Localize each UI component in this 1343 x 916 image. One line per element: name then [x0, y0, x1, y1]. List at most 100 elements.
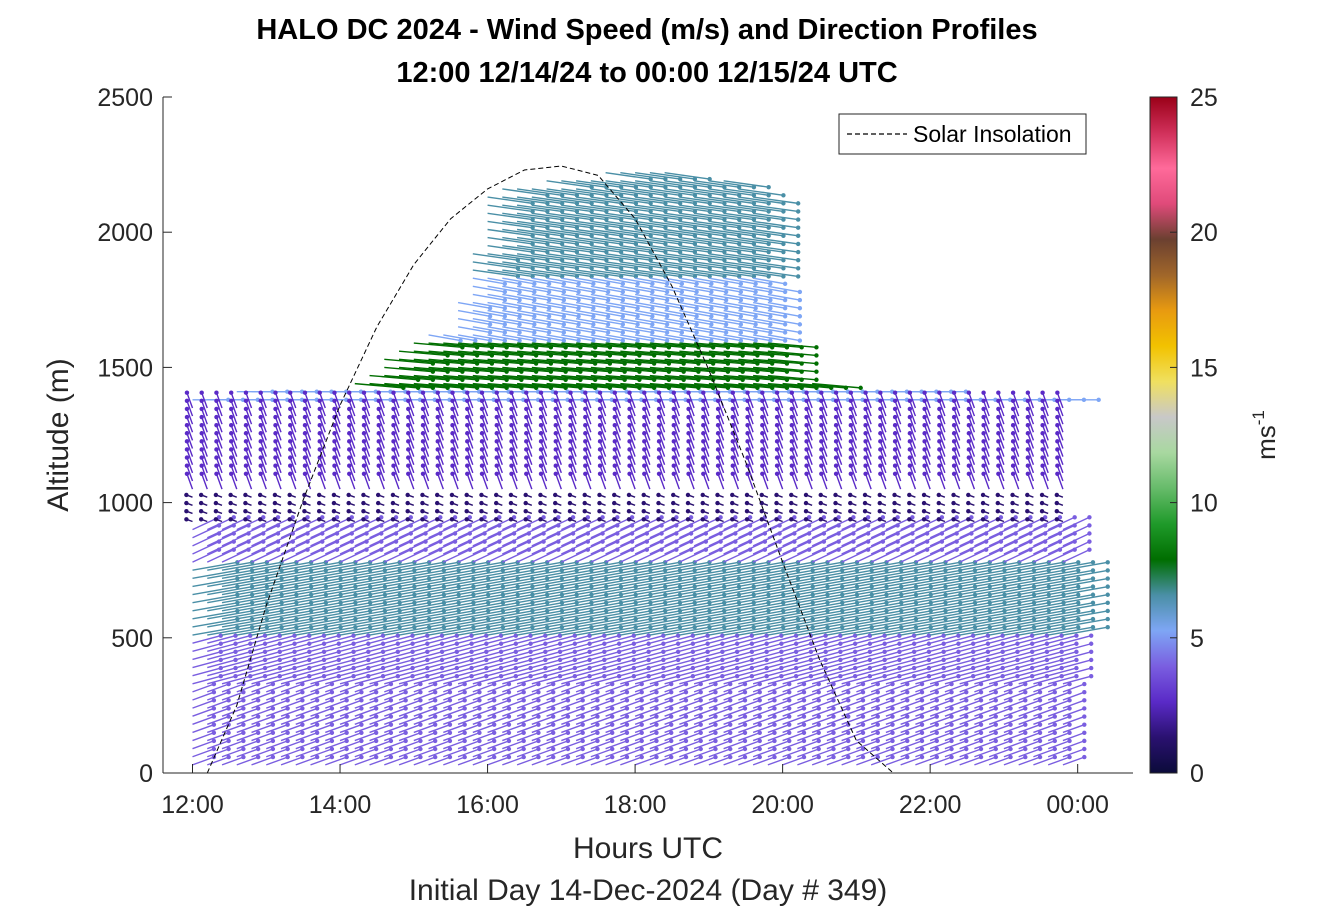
wind-barb-head — [317, 509, 321, 513]
wind-barb-head — [635, 338, 639, 342]
wind-barb-head — [783, 322, 787, 326]
wind-barb-head — [421, 463, 425, 467]
wind-barb-head — [554, 439, 558, 443]
wind-barb-head — [686, 415, 690, 419]
wind-barb-head — [635, 322, 639, 326]
wind-barb-head — [495, 472, 499, 476]
wind-barb-head — [598, 423, 602, 427]
wind-barb-head — [509, 423, 513, 427]
wind-barb-head — [694, 298, 698, 302]
wind-barb-head — [480, 407, 484, 411]
wind-barb-head — [774, 493, 778, 497]
wind-barb-head — [495, 407, 499, 411]
wind-barb-head — [627, 493, 631, 497]
wind-barb-head — [613, 439, 617, 443]
wind-barb-head — [288, 423, 292, 427]
wind-barb-head — [185, 455, 189, 459]
wind-barb-head — [450, 493, 454, 497]
wind-barb-head — [731, 472, 735, 476]
wind-barb-head — [244, 439, 248, 443]
wind-barb-head — [229, 431, 233, 435]
wind-barb-head — [627, 455, 631, 459]
wind-barb-head — [554, 431, 558, 435]
wind-barb-head — [745, 517, 749, 521]
wind-barb-head — [583, 439, 587, 443]
wind-barb-head — [229, 407, 233, 411]
wind-barb-head — [701, 399, 705, 403]
wind-barb-head — [701, 509, 705, 513]
wind-barb-head — [214, 439, 218, 443]
wind-barb-head — [576, 290, 580, 294]
wind-barb-head — [798, 322, 802, 326]
wind-barb-head — [244, 455, 248, 459]
wind-barb-head — [435, 493, 439, 497]
wind-barb-head — [488, 330, 492, 334]
wind-barb-head — [465, 472, 469, 476]
wind-barb-head — [606, 306, 610, 310]
wind-barb-head — [480, 390, 484, 394]
wind-barb-head — [517, 282, 521, 286]
wind-barb-head — [259, 447, 263, 451]
wind-barb-head — [495, 447, 499, 451]
wind-barb-head — [273, 415, 277, 419]
wind-barb-head — [450, 390, 454, 394]
wind-barb-head — [606, 338, 610, 342]
wind-barb-head — [686, 399, 690, 403]
wind-barb-head — [576, 330, 580, 334]
wind-barb-head — [214, 399, 218, 403]
wind-barb-head — [672, 431, 676, 435]
wind-barb-head — [657, 431, 661, 435]
wind-barb-head — [391, 501, 395, 505]
wind-barb-head — [576, 306, 580, 310]
wind-barb-head — [421, 399, 425, 403]
wind-barb-head — [517, 322, 521, 326]
wind-barb-head — [509, 472, 513, 476]
wind-barb-head — [421, 390, 425, 394]
wind-barb-head — [362, 463, 366, 467]
wind-barb-head — [318, 472, 322, 476]
wind-barb-head — [724, 306, 728, 310]
wind-barb-head — [724, 338, 728, 342]
wind-barb-head — [671, 501, 675, 505]
wind-barb-head — [739, 298, 743, 302]
wind-barb-head — [532, 338, 536, 342]
wind-barb-head — [488, 314, 492, 318]
wind-barb-head — [657, 455, 661, 459]
wind-barb-head — [244, 399, 248, 403]
wind-barb-head — [532, 322, 536, 326]
wind-barb-head — [347, 407, 351, 411]
wind-barb-head — [303, 407, 307, 411]
wind-barb-head — [421, 439, 425, 443]
wind-barb-head — [613, 447, 617, 451]
wind-barb-head — [635, 330, 639, 334]
wind-barb-head — [635, 282, 639, 286]
wind-barb-head — [532, 298, 536, 302]
wind-barb-head — [716, 472, 720, 476]
wind-barb-head — [362, 472, 366, 476]
wind-barb-head — [273, 493, 277, 497]
wind-barb-head — [391, 439, 395, 443]
wind-barb-head — [273, 423, 277, 427]
wind-barb-head — [796, 234, 800, 238]
wind-barb-head — [656, 493, 660, 497]
wind-barb-head — [185, 439, 189, 443]
wind-barb-head — [665, 322, 669, 326]
wind-barb-head — [627, 439, 631, 443]
wind-barb-head — [613, 423, 617, 427]
wind-barb-head — [583, 455, 587, 459]
wind-barb-head — [346, 517, 350, 521]
wind-barb-head — [760, 390, 764, 394]
wind-barb-head — [200, 455, 204, 459]
wind-barb-head — [547, 314, 551, 318]
wind-barb-head — [547, 306, 551, 310]
wind-barb-head — [796, 226, 800, 230]
wind-barb-head — [214, 509, 218, 513]
wind-barb-head — [503, 298, 507, 302]
wind-barb-head — [768, 282, 772, 286]
wind-barb-head — [562, 314, 566, 318]
wind-barb-head — [509, 415, 513, 419]
wind-barb-head — [657, 390, 661, 394]
wind-barb-head — [716, 423, 720, 427]
wind-barb-head — [214, 493, 218, 497]
wind-barb-head — [650, 306, 654, 310]
